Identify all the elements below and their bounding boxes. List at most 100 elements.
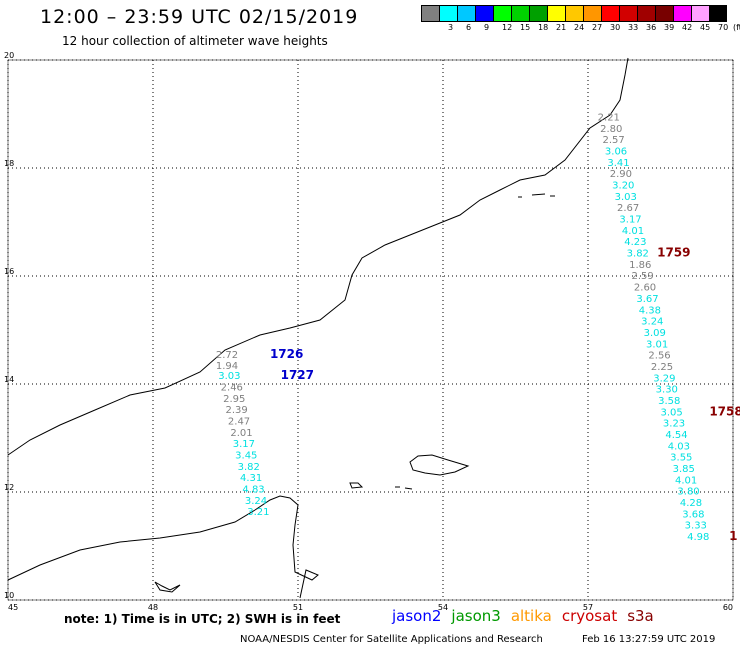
wave-height-reading: 4.28 — [680, 498, 702, 509]
wave-height-reading: 3.20 — [612, 181, 634, 192]
legend-tick-label: 15 — [520, 23, 531, 32]
legend-tick-label: 36 — [646, 23, 657, 32]
lon-tick-label: 45 — [8, 603, 18, 612]
satellite-legend: jason2 jason3 altika cryosat s3a — [392, 607, 664, 625]
legend-tick-label: 12 — [502, 23, 513, 32]
wave-height-reading: 3.09 — [644, 328, 666, 339]
legend-bin: 39 — [655, 5, 674, 32]
wave-height-reading: 3.06 — [605, 147, 627, 158]
wave-height-reading: 4.01 — [675, 475, 697, 486]
island-samhah — [395, 486, 413, 490]
legend-swatch — [673, 5, 691, 22]
footer-timestamp: Feb 16 13:27:59 UTC 2019 — [582, 634, 716, 645]
legend-swatch — [565, 5, 583, 22]
legend-bin: 36 — [637, 5, 656, 32]
satellite-cryosat: cryosat — [561, 607, 618, 625]
coastline-arabia — [7, 57, 629, 456]
legend-tick-label: 21 — [556, 23, 567, 32]
wave-height-reading: 3.24 — [245, 496, 267, 507]
legend-tick-label: 42 — [682, 23, 693, 32]
legend-bin: 70 — [709, 5, 728, 32]
legend-tick-label: 33 — [628, 23, 639, 32]
legend-tick-label: 45 — [700, 23, 711, 32]
wave-height-reading: 4.54 — [665, 430, 687, 441]
wave-height-reading: 2.01 — [230, 428, 252, 439]
pass-time-label: 1 — [729, 529, 737, 543]
legend-tick-label: 9 — [484, 23, 490, 32]
coastline-somalia — [7, 495, 319, 599]
legend-swatch — [655, 5, 673, 22]
page-subtitle: 12 hour collection of altimeter wave hei… — [62, 34, 328, 48]
wave-height-reading: 3.05 — [661, 407, 683, 418]
legend-unit: (ft) — [733, 23, 740, 32]
wave-height-reading: 3.23 — [663, 419, 685, 430]
wave-height-reading: 3.01 — [646, 339, 668, 350]
legend-bin — [421, 5, 439, 22]
legend-tick-label: 70 — [718, 23, 729, 32]
wave-height-reading: 2.21 — [598, 112, 620, 123]
legend-swatch — [475, 5, 493, 22]
satellite-jason3: jason3 — [451, 607, 501, 625]
lat-tick-label: 20 — [4, 51, 14, 60]
wave-height-reading: 3.67 — [636, 294, 658, 305]
wave-height-reading: 1.86 — [629, 260, 651, 271]
legend-tick-label: 6 — [466, 23, 472, 32]
wave-height-reading: 2.39 — [226, 405, 248, 416]
wave-height-reading: 2.95 — [223, 394, 245, 405]
pass-time-label: 1727 — [281, 368, 314, 382]
wave-height-reading: 1.94 — [216, 361, 238, 372]
wave-height-reading: 2.59 — [632, 271, 654, 282]
legend-swatch — [601, 5, 619, 22]
legend-bin: 27 — [583, 5, 602, 32]
altimeter-tracks: 2.721.943.032.462.952.392.472.013.173.45… — [216, 112, 740, 543]
page-title: 12:00 – 23:59 UTC 02/15/2019 — [40, 6, 359, 28]
legend-bin: 45 — [691, 5, 710, 32]
legend-bin: 3 — [439, 5, 457, 32]
wave-height-reading: 2.60 — [634, 283, 656, 294]
map-frame — [7, 59, 734, 601]
wave-height-reading: 4.38 — [639, 305, 661, 316]
wave-height-reading: 4.01 — [622, 226, 644, 237]
wave-height-reading: 3.41 — [607, 158, 629, 169]
wave-height-reading: 3.21 — [247, 507, 269, 518]
legend-bin: 42 — [673, 5, 692, 32]
legend-swatch — [637, 5, 655, 22]
legend-tick-label: 3 — [448, 23, 454, 32]
legend-swatch — [421, 5, 439, 22]
lon-tick-label: 54 — [438, 603, 448, 612]
satellite-s3a: s3a — [627, 607, 654, 625]
lat-tick-label: 16 — [4, 267, 14, 276]
wave-height-reading: 2.46 — [221, 382, 243, 393]
wave-height-reading: 3.55 — [670, 453, 692, 464]
legend-swatch — [583, 5, 601, 22]
legend-swatch — [457, 5, 475, 22]
wave-height-reading: 3.03 — [218, 371, 240, 382]
lat-tick-label: 14 — [4, 375, 14, 384]
legend-swatch — [619, 5, 637, 22]
legend-bin: 18 — [529, 5, 548, 32]
coastline — [7, 57, 629, 599]
legend-bin: 9 — [475, 5, 493, 32]
wave-height-reading: 3.17 — [619, 215, 641, 226]
wave-height-reading: 3.29 — [653, 373, 675, 384]
footer-note: note: 1) Time is in UTC; 2) SWH is in fe… — [64, 612, 341, 626]
wave-height-reading: 3.45 — [235, 451, 257, 462]
wave-height-reading: 3.82 — [627, 249, 649, 260]
legend-bin: 15 — [511, 5, 530, 32]
satellite-altika: altika — [510, 607, 552, 625]
wave-height-reading: 3.17 — [233, 439, 255, 450]
lon-tick-label: 57 — [583, 603, 593, 612]
legend-swatch — [493, 5, 511, 22]
wave-height-reading: 2.25 — [651, 362, 673, 373]
wave-height-reading: 3.80 — [677, 487, 699, 498]
legend-tick-label: 39 — [664, 23, 675, 32]
map-gridlines — [7, 59, 734, 601]
lon-tick-label: 60 — [723, 603, 733, 612]
cryosat-pass: 2.212.802.573.063.412.903.203.032.673.17… — [598, 112, 740, 543]
island-abd-al-kuri — [349, 482, 364, 489]
pass-time-label: 1759 — [657, 246, 690, 260]
wave-height-reading: 4.83 — [242, 485, 264, 496]
lon-tick-label: 48 — [148, 603, 158, 612]
legend-bin: 30 — [601, 5, 620, 32]
